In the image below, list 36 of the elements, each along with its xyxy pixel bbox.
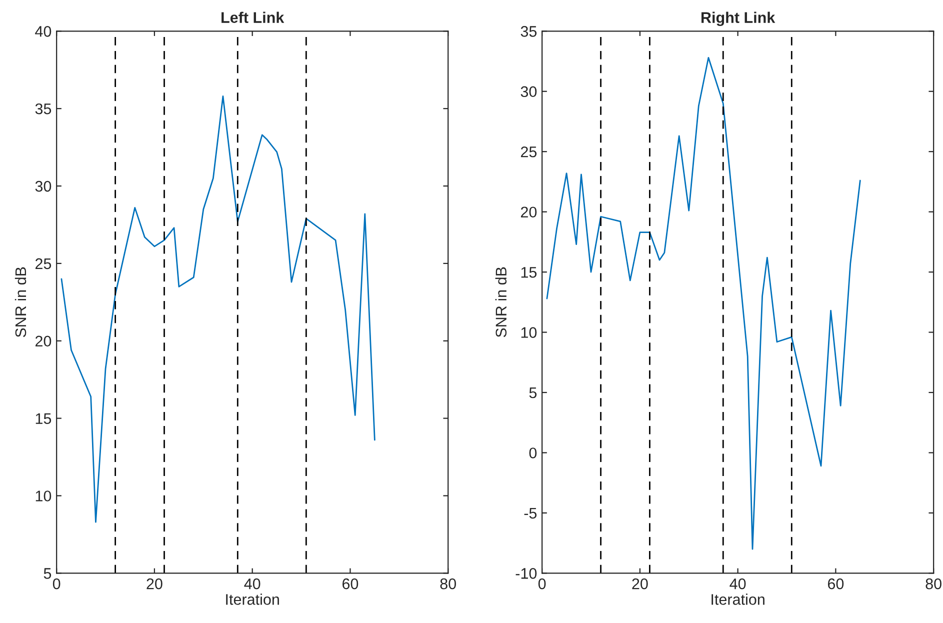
y-axis-title: SNR in dB bbox=[14, 267, 26, 338]
y-axis-title: SNR in dB bbox=[495, 267, 507, 338]
x-tick-label: 20 bbox=[146, 578, 162, 590]
y-tick-label: 15 bbox=[36, 413, 52, 424]
chart-title: Right Link bbox=[702, 12, 776, 26]
y-tick-label: 35 bbox=[35, 103, 52, 114]
y-tick-label: 25 bbox=[35, 258, 52, 270]
y-tick-label: 10 bbox=[36, 490, 52, 502]
line-series bbox=[60, 95, 376, 523]
y-tick-label: 35 bbox=[520, 26, 537, 37]
x-tick-label: 60 bbox=[342, 578, 358, 590]
x-tick-label: 40 bbox=[244, 578, 260, 590]
x-tick-label: 80 bbox=[440, 578, 456, 590]
x-tick-label: 80 bbox=[926, 578, 942, 590]
y-tick-label: -5 bbox=[524, 508, 537, 519]
y-tick-label: 30 bbox=[35, 180, 52, 192]
y-tick-label: 25 bbox=[520, 146, 537, 158]
x-tick-label: 20 bbox=[632, 578, 648, 590]
y-tick-label: 15 bbox=[521, 267, 537, 278]
y-tick-label: 30 bbox=[520, 86, 537, 98]
y-tick-label: 5 bbox=[44, 568, 52, 579]
x-axis-title: Iteration bbox=[712, 594, 764, 605]
x-tick-label: 0 bbox=[52, 578, 60, 590]
line-series bbox=[546, 56, 861, 550]
x-axis-title: Iteration bbox=[226, 594, 279, 605]
y-tick-label: 0 bbox=[529, 448, 537, 458]
x-tick-label: 40 bbox=[730, 578, 746, 590]
y-tick-label: 20 bbox=[35, 336, 52, 347]
x-tick-label: 60 bbox=[828, 578, 844, 590]
y-tick-label: 5 bbox=[529, 388, 537, 398]
y-tick-label: 20 bbox=[520, 206, 537, 218]
y-tick-label: -10 bbox=[516, 568, 537, 579]
x-tick-label: 0 bbox=[538, 578, 546, 590]
chart-title: Left Link bbox=[222, 12, 284, 23]
y-tick-label: 10 bbox=[521, 327, 537, 338]
y-tick-label: 40 bbox=[35, 26, 52, 37]
